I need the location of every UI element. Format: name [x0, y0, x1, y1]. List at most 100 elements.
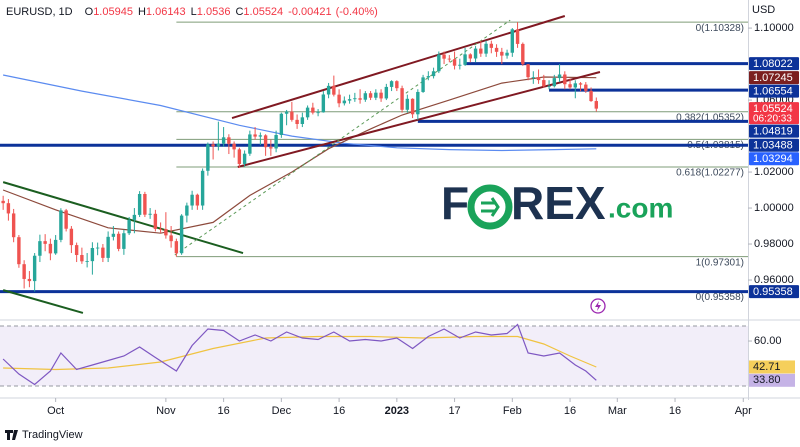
- candle-body: [116, 233, 121, 249]
- fib-label: 0.618(1.02277): [676, 168, 744, 179]
- candle-body: [279, 113, 284, 135]
- candle-body: [568, 84, 572, 88]
- candle-body: [190, 194, 194, 206]
- x-tick-label: Oct: [47, 405, 64, 417]
- price-marker: [749, 152, 799, 166]
- candle-body: [263, 135, 268, 148]
- rsi-line: [2, 323, 597, 386]
- candle-body: [452, 59, 457, 66]
- candle-body: [137, 194, 142, 215]
- brand: TradingView: [5, 429, 83, 441]
- candle-body: [48, 243, 53, 254]
- candle-body: [521, 43, 525, 65]
- candle-body: [368, 93, 373, 98]
- candle-body: [384, 86, 389, 99]
- candle-body: [447, 58, 452, 60]
- fib-label: 0.382(1.05352): [676, 112, 744, 123]
- candle-body: [195, 194, 200, 206]
- x-tick-label: Mar: [608, 405, 627, 417]
- change-value: -0.00421: [288, 6, 331, 18]
- candle-body: [505, 52, 509, 56]
- candle-body: [106, 236, 110, 258]
- watermark: F REX .com: [441, 177, 673, 230]
- brand-logo: [5, 430, 18, 440]
- candle-body: [437, 54, 441, 72]
- candle-body: [463, 54, 467, 65]
- candle-body: [358, 98, 362, 100]
- candle-body: [27, 278, 32, 282]
- brand-name: TradingView: [22, 429, 83, 441]
- candle-body: [337, 94, 341, 104]
- candle-body: [269, 147, 273, 149]
- x-tick-label: Apr: [735, 405, 752, 417]
- candle-body: [573, 83, 578, 88]
- price-marker-label: 0.95358: [753, 286, 793, 298]
- trendline: [2, 181, 244, 254]
- y-tick-label: 1.02000: [754, 166, 794, 178]
- alert-icon: [590, 298, 606, 314]
- candle-body: [542, 80, 546, 87]
- y-tick-label: 1.10000: [754, 22, 794, 34]
- ohlc-label: H: [138, 6, 146, 18]
- rsi-marker: [749, 373, 795, 387]
- x-tick-label: 17: [448, 405, 460, 417]
- candle-body: [290, 111, 294, 120]
- candle-body: [221, 137, 226, 144]
- candle-body: [332, 85, 336, 95]
- candle-body: [347, 99, 352, 101]
- trendline: [2, 289, 84, 314]
- candle-body: [274, 134, 278, 149]
- candle-body: [410, 98, 415, 115]
- y-tick-label: 0.98000: [754, 238, 794, 250]
- currency: USD: [752, 4, 775, 16]
- candle-body: [143, 194, 147, 215]
- candle-body: [311, 107, 315, 113]
- candle-body: [59, 210, 63, 240]
- candle-body: [400, 88, 404, 110]
- price-marker-label: 1.03294: [753, 153, 793, 165]
- candle-body: [536, 77, 541, 81]
- rsi-tick-label: 60.00: [754, 335, 782, 347]
- candle-body: [295, 119, 299, 124]
- candle-body: [421, 77, 425, 92]
- x-tick-label: 16: [217, 405, 229, 417]
- candle-body: [242, 153, 247, 164]
- rsi-marker-label: 33.80: [753, 374, 781, 386]
- candle-body: [468, 54, 473, 59]
- candle-body: [389, 81, 394, 87]
- candle-body: [405, 98, 410, 110]
- candle-body: [38, 241, 42, 256]
- candle-body: [258, 135, 263, 137]
- candle-body: [431, 71, 436, 77]
- candle-body: [185, 205, 189, 216]
- ohlc-value: 1.05945: [93, 6, 133, 18]
- candle-body: [426, 76, 431, 78]
- candle-body: [395, 81, 399, 89]
- ohlc-label: O: [85, 6, 94, 18]
- candle-body: [85, 261, 89, 262]
- candle-body: [248, 134, 252, 154]
- candle-body: [531, 77, 536, 79]
- candle-body: [95, 247, 100, 249]
- candle-body: [563, 74, 567, 85]
- candle-body: [379, 92, 383, 99]
- price-marker-label: 1.03488: [753, 139, 793, 151]
- price-marker: [749, 285, 799, 299]
- rsi-band: [0, 326, 748, 387]
- rsi-ma-line: [3, 335, 597, 371]
- candle-body: [353, 98, 357, 100]
- price-marker-label: 1.04819: [753, 125, 793, 137]
- candle-body: [416, 91, 420, 115]
- candle-body: [74, 245, 79, 256]
- y-tick-label: 1.00000: [754, 202, 794, 214]
- candle-body: [515, 29, 520, 44]
- candle-body: [284, 111, 289, 114]
- candle-body: [594, 101, 599, 109]
- watermark-f: F: [441, 177, 469, 229]
- ohlc-label: C: [235, 6, 243, 18]
- candle-body: [326, 85, 331, 95]
- price-marker-label: 1.07245: [753, 72, 793, 84]
- candle-body: [584, 84, 588, 91]
- candle-body: [458, 64, 462, 66]
